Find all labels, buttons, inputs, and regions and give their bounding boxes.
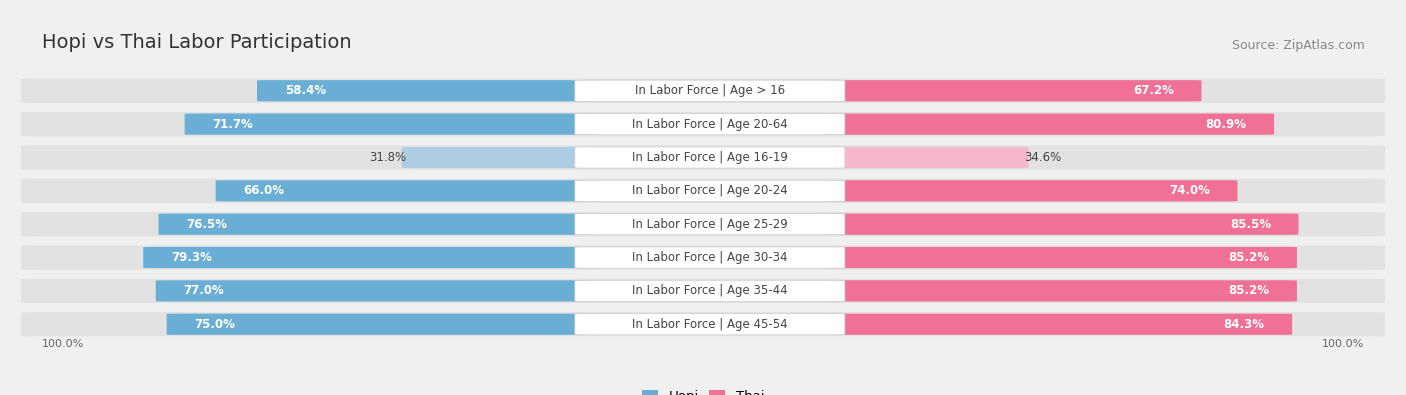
Text: In Labor Force | Age 30-34: In Labor Force | Age 30-34 — [633, 251, 787, 264]
Text: 100.0%: 100.0% — [42, 339, 84, 349]
FancyBboxPatch shape — [21, 112, 1385, 136]
Text: In Labor Force | Age > 16: In Labor Force | Age > 16 — [636, 84, 785, 97]
FancyBboxPatch shape — [575, 214, 845, 235]
FancyBboxPatch shape — [575, 113, 845, 135]
FancyBboxPatch shape — [402, 147, 598, 168]
FancyBboxPatch shape — [823, 247, 1296, 268]
FancyBboxPatch shape — [823, 314, 1292, 335]
FancyBboxPatch shape — [159, 214, 598, 235]
FancyBboxPatch shape — [143, 247, 598, 268]
Text: 34.6%: 34.6% — [1025, 151, 1062, 164]
Text: 67.2%: 67.2% — [1133, 84, 1174, 97]
Text: 77.0%: 77.0% — [183, 284, 224, 297]
FancyBboxPatch shape — [575, 314, 845, 335]
Text: 76.5%: 76.5% — [186, 218, 226, 231]
Legend: Hopi, Thai: Hopi, Thai — [638, 386, 768, 395]
FancyBboxPatch shape — [184, 113, 598, 135]
Text: In Labor Force | Age 20-64: In Labor Force | Age 20-64 — [633, 118, 787, 131]
FancyBboxPatch shape — [823, 280, 1296, 301]
FancyBboxPatch shape — [21, 79, 1385, 103]
Text: 100.0%: 100.0% — [1322, 339, 1364, 349]
Text: Hopi vs Thai Labor Participation: Hopi vs Thai Labor Participation — [42, 34, 352, 53]
Text: 85.2%: 85.2% — [1229, 251, 1270, 264]
FancyBboxPatch shape — [823, 214, 1299, 235]
FancyBboxPatch shape — [21, 212, 1385, 236]
FancyBboxPatch shape — [823, 180, 1237, 201]
FancyBboxPatch shape — [257, 80, 598, 102]
Text: In Labor Force | Age 25-29: In Labor Force | Age 25-29 — [633, 218, 787, 231]
Text: In Labor Force | Age 35-44: In Labor Force | Age 35-44 — [633, 284, 787, 297]
Text: 58.4%: 58.4% — [284, 84, 326, 97]
FancyBboxPatch shape — [823, 80, 1201, 102]
Text: In Labor Force | Age 16-19: In Labor Force | Age 16-19 — [631, 151, 787, 164]
Text: In Labor Force | Age 45-54: In Labor Force | Age 45-54 — [633, 318, 787, 331]
FancyBboxPatch shape — [575, 80, 845, 102]
Text: 71.7%: 71.7% — [212, 118, 253, 131]
Text: 80.9%: 80.9% — [1205, 118, 1247, 131]
FancyBboxPatch shape — [575, 180, 845, 201]
FancyBboxPatch shape — [156, 280, 598, 301]
Text: 74.0%: 74.0% — [1168, 184, 1211, 198]
FancyBboxPatch shape — [167, 314, 598, 335]
FancyBboxPatch shape — [21, 145, 1385, 169]
Text: 85.5%: 85.5% — [1230, 218, 1271, 231]
Text: 75.0%: 75.0% — [194, 318, 235, 331]
Text: 66.0%: 66.0% — [243, 184, 284, 198]
FancyBboxPatch shape — [21, 279, 1385, 303]
Text: 31.8%: 31.8% — [368, 151, 406, 164]
Text: In Labor Force | Age 20-24: In Labor Force | Age 20-24 — [633, 184, 787, 198]
FancyBboxPatch shape — [575, 280, 845, 301]
FancyBboxPatch shape — [21, 179, 1385, 203]
Text: Source: ZipAtlas.com: Source: ZipAtlas.com — [1232, 40, 1364, 53]
FancyBboxPatch shape — [575, 247, 845, 268]
Text: 84.3%: 84.3% — [1223, 318, 1264, 331]
FancyBboxPatch shape — [21, 245, 1385, 270]
FancyBboxPatch shape — [575, 147, 845, 168]
Text: 79.3%: 79.3% — [170, 251, 212, 264]
Text: 85.2%: 85.2% — [1229, 284, 1270, 297]
FancyBboxPatch shape — [21, 312, 1385, 337]
FancyBboxPatch shape — [823, 113, 1274, 135]
FancyBboxPatch shape — [823, 147, 1028, 168]
FancyBboxPatch shape — [215, 180, 598, 201]
